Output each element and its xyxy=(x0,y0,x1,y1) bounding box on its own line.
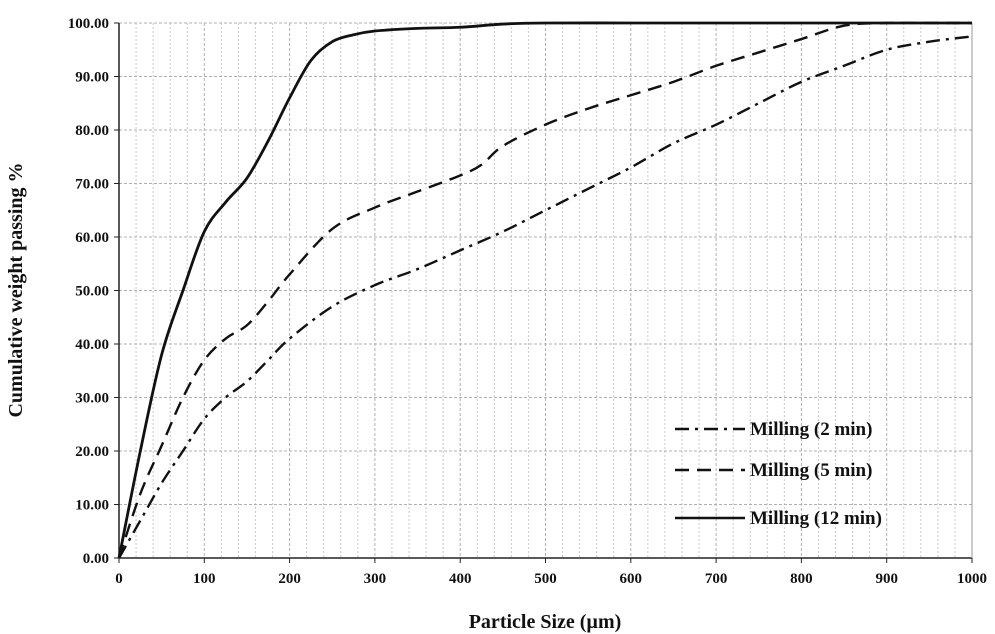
y-tick-label: 50.00 xyxy=(75,284,109,300)
x-tick-label: 400 xyxy=(449,571,472,587)
y-axis-title: Cumulative weight passing % xyxy=(5,162,27,417)
y-tick-label: 20.00 xyxy=(75,444,109,460)
x-tick-label: 500 xyxy=(534,571,557,587)
series-layer xyxy=(117,21,973,559)
x-tick-label: 800 xyxy=(790,571,813,587)
x-axis-title: Particle Size (µm) xyxy=(469,611,622,633)
y-tick-label: 70.00 xyxy=(75,177,109,193)
y-tick-label: 90.00 xyxy=(75,70,109,86)
x-tick-label: 0 xyxy=(115,571,123,587)
legend-label-milling-12min: Milling (12 min) xyxy=(750,508,882,529)
x-tick-label: 200 xyxy=(278,571,301,587)
grid-layer xyxy=(119,22,972,558)
y-tick-label: 0.00 xyxy=(83,551,109,567)
series-line-milling-12-min xyxy=(117,21,972,559)
legend-item-milling-12min: Milling (12 min) xyxy=(675,508,882,529)
y-tick-label: 100.00 xyxy=(68,16,109,32)
legend-label-milling-5min: Milling (5 min) xyxy=(750,460,872,481)
tick-layer: 0 100 200 300 400 500 600 700 800 900 1000 0.00 10.0… xyxy=(68,16,987,587)
x-tick-label: 100 xyxy=(193,571,216,587)
x-tick-label: 600 xyxy=(620,571,643,587)
legend: Milling (2 min) Milling (5 min) Milling … xyxy=(675,419,882,529)
y-tick-label: 10.00 xyxy=(75,498,109,514)
x-tick-label: 700 xyxy=(705,571,728,587)
x-tick-label: 300 xyxy=(364,571,387,587)
x-tick-label: 900 xyxy=(875,571,898,587)
x-tick-label: 1000 xyxy=(957,571,987,587)
series-line-milling-5-min xyxy=(117,21,972,559)
legend-item-milling-5min: Milling (5 min) xyxy=(675,460,872,481)
y-tick-label: 60.00 xyxy=(75,230,109,246)
y-tick-label: 40.00 xyxy=(75,337,109,353)
series-line-milling-2-min xyxy=(117,35,973,559)
y-tick-label: 30.00 xyxy=(75,391,109,407)
y-tick-label: 80.00 xyxy=(75,123,109,139)
legend-item-milling-2min: Milling (2 min) xyxy=(675,419,872,440)
legend-label-milling-2min: Milling (2 min) xyxy=(750,419,872,440)
